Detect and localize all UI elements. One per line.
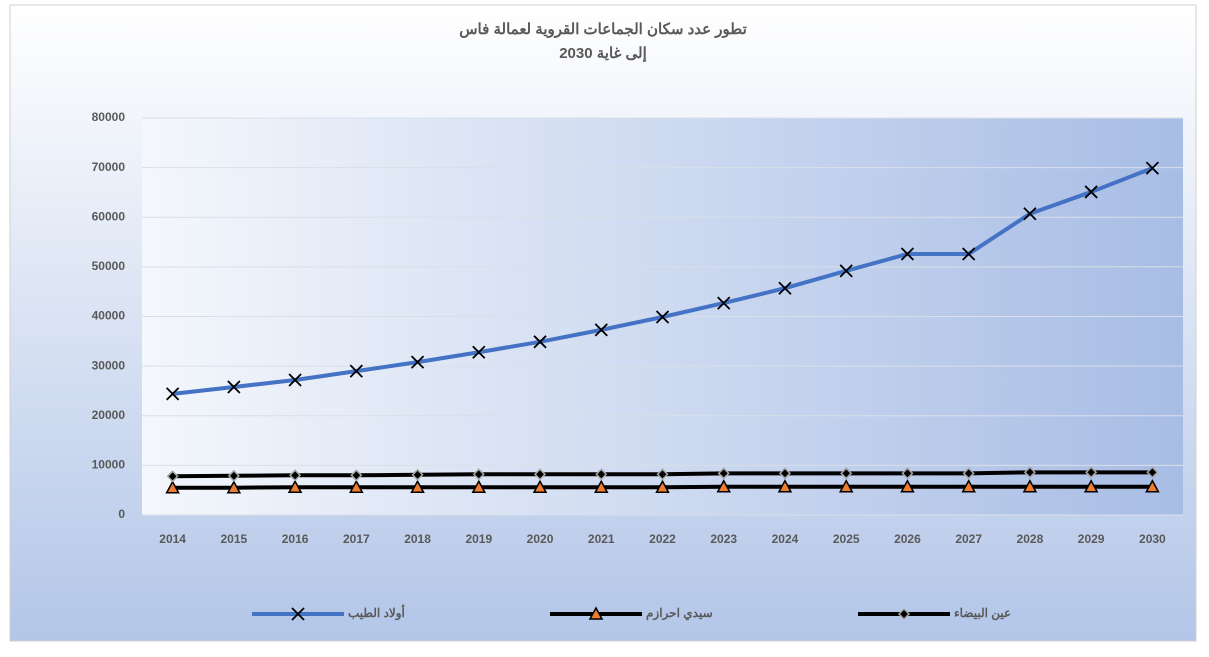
y-tick-label: 50000 bbox=[92, 259, 126, 273]
marker bbox=[227, 380, 241, 394]
marker bbox=[227, 469, 240, 482]
marker bbox=[166, 470, 179, 483]
marker bbox=[349, 364, 363, 378]
marker bbox=[1022, 479, 1038, 493]
marker bbox=[288, 373, 302, 387]
y-tick-label: 60000 bbox=[92, 209, 126, 223]
marker bbox=[165, 480, 180, 494]
marker bbox=[533, 468, 547, 481]
marker bbox=[840, 467, 853, 480]
marker bbox=[838, 479, 854, 493]
marker bbox=[655, 310, 670, 324]
x-tick-label: 2014 bbox=[159, 532, 186, 546]
legend-label: سيدي احرازم bbox=[646, 606, 713, 621]
marker bbox=[717, 296, 731, 310]
marker bbox=[962, 247, 976, 261]
marker bbox=[350, 469, 363, 482]
x-tick-label: 2019 bbox=[465, 532, 492, 546]
x-tick-label: 2022 bbox=[649, 532, 676, 546]
marker bbox=[1023, 466, 1036, 479]
x-tick-label: 2020 bbox=[527, 532, 554, 546]
marker bbox=[900, 479, 915, 493]
marker bbox=[716, 479, 731, 493]
marker bbox=[533, 335, 547, 349]
x-tick-label: 2017 bbox=[343, 532, 370, 546]
y-tick-label: 0 bbox=[118, 507, 125, 521]
marker bbox=[901, 467, 914, 480]
chart-title: تطور عدد سكان الجماعات القروية لعمالة فا… bbox=[459, 21, 747, 38]
x-tick-label: 2015 bbox=[221, 532, 248, 546]
x-tick-label: 2026 bbox=[894, 532, 921, 546]
x-tick-label: 2018 bbox=[404, 532, 431, 546]
marker bbox=[778, 467, 792, 480]
marker bbox=[594, 323, 608, 337]
marker bbox=[471, 479, 487, 493]
x-tick-label: 2029 bbox=[1078, 532, 1105, 546]
marker bbox=[1023, 207, 1037, 221]
marker bbox=[1085, 466, 1098, 479]
y-tick-label: 40000 bbox=[92, 309, 126, 323]
x-tick-label: 2024 bbox=[772, 532, 799, 546]
legend-label: عين البيضاء bbox=[954, 606, 1011, 621]
marker bbox=[287, 479, 303, 493]
marker bbox=[839, 264, 853, 278]
x-tick-label: 2021 bbox=[588, 532, 615, 546]
marker bbox=[1083, 479, 1099, 493]
x-tick-label: 2027 bbox=[955, 532, 982, 546]
y-tick-label: 30000 bbox=[92, 358, 126, 372]
marker bbox=[656, 468, 669, 481]
marker bbox=[594, 479, 609, 493]
x-tick-label: 2025 bbox=[833, 532, 860, 546]
marker bbox=[532, 479, 548, 493]
marker bbox=[410, 355, 425, 369]
marker bbox=[289, 469, 302, 482]
y-tick-label: 70000 bbox=[92, 160, 126, 174]
marker bbox=[900, 247, 915, 261]
marker bbox=[1146, 466, 1159, 479]
marker bbox=[1084, 185, 1098, 199]
marker bbox=[897, 607, 911, 621]
marker bbox=[410, 479, 425, 493]
marker bbox=[165, 387, 180, 401]
marker bbox=[291, 607, 305, 621]
marker bbox=[226, 480, 242, 494]
marker bbox=[349, 479, 364, 493]
x-tick-label: 2028 bbox=[1017, 532, 1044, 546]
y-tick-label: 10000 bbox=[92, 458, 126, 472]
marker bbox=[1145, 161, 1160, 175]
x-tick-label: 2016 bbox=[282, 532, 309, 546]
marker bbox=[595, 468, 608, 481]
marker bbox=[717, 467, 730, 480]
marker bbox=[472, 345, 486, 359]
marker bbox=[961, 479, 976, 493]
marker bbox=[588, 606, 604, 620]
marker bbox=[778, 281, 792, 295]
legend-label: أولاد الطيب bbox=[348, 605, 405, 621]
y-tick-label: 80000 bbox=[92, 110, 126, 124]
marker bbox=[1145, 479, 1160, 493]
chart-title: إلى غاية 2030 bbox=[559, 45, 647, 62]
x-tick-label: 2030 bbox=[1139, 532, 1166, 546]
marker bbox=[472, 468, 485, 481]
x-tick-label: 2023 bbox=[710, 532, 737, 546]
marker bbox=[411, 468, 424, 481]
marker bbox=[655, 479, 670, 493]
marker bbox=[777, 479, 793, 493]
y-tick-label: 20000 bbox=[92, 408, 126, 422]
marker bbox=[962, 467, 975, 480]
